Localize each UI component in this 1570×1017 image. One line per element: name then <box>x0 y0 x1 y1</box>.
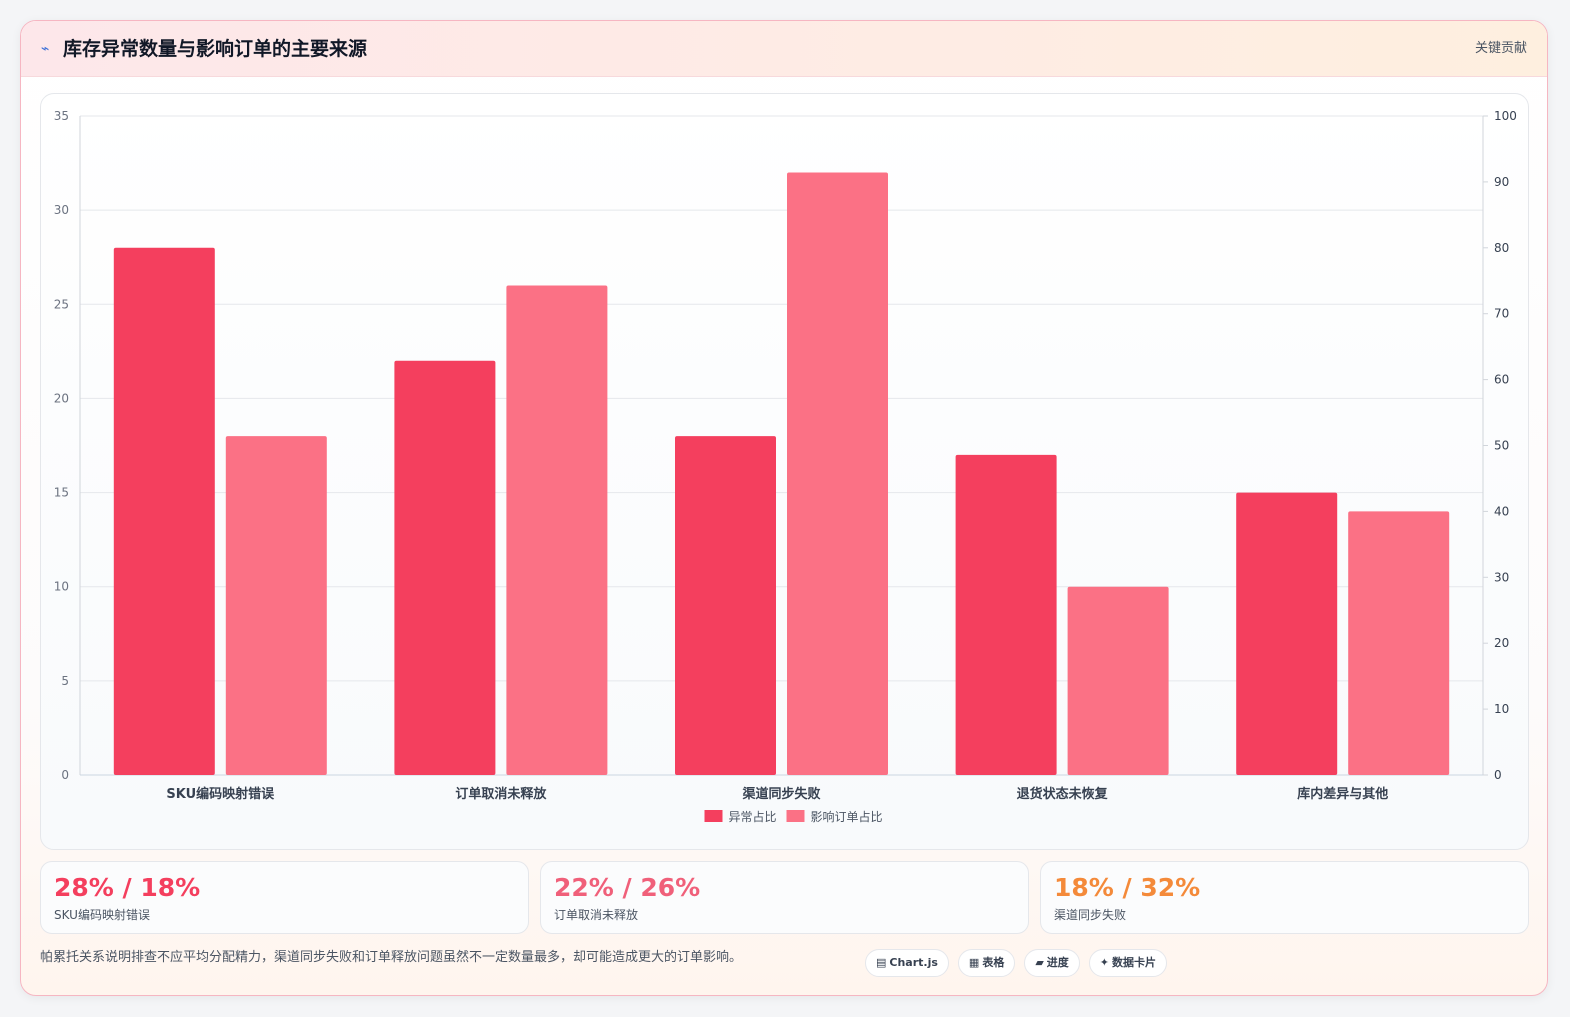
x-tick-label: 退货状态未恢复 <box>1017 786 1109 802</box>
pulse-icon: ⌁ <box>41 41 50 57</box>
legend-label: 异常占比 <box>729 809 777 824</box>
y-right-tick-label: 90 <box>1494 175 1509 189</box>
y-right-tick-label: 10 <box>1494 702 1509 716</box>
y-left-tick-label: 25 <box>54 297 69 311</box>
footnote: 帕累托关系说明排查不应平均分配精力，渠道同步失败和订单释放问题虽然不一定数量最多… <box>40 950 743 965</box>
bar <box>113 247 215 776</box>
chart-panel: ⌁ 库存异常数量与影响订单的主要来源 关键贡献 0 5 10 15 20 25 30 35 0 1… <box>20 20 1548 996</box>
y-left-tick-label: 10 <box>54 580 69 594</box>
stat-card-3: 18% / 32% 渠道同步失败 <box>1040 861 1529 934</box>
y-left-tick-label: 20 <box>54 391 69 405</box>
x-tick-label: 渠道同步失败 <box>741 786 820 802</box>
x-tick-label: 库内差异与其他 <box>1297 786 1388 802</box>
x-tick-label: SKU编码映射错误 <box>166 786 275 802</box>
header-right-label: 关键贡献 <box>1474 41 1527 56</box>
tag-table[interactable]: ▦ 表格 <box>957 949 1016 977</box>
bar <box>394 360 496 775</box>
tag-progress[interactable]: ▰ 进度 <box>1024 949 1080 977</box>
y-right-tick-label: 50 <box>1494 439 1509 453</box>
tag-label: Chart.js <box>889 956 938 969</box>
y-left-tick-label: 15 <box>54 486 69 500</box>
y-right-tick-label: 70 <box>1494 307 1509 321</box>
chart-card: 0 5 10 15 20 25 30 35 0 10 20 30 40 50 60 70 80 90 100 SKU编… <box>40 93 1529 850</box>
stat-value: 22% / 26% <box>554 873 701 902</box>
stat-card-2: 22% / 26% 订单取消未释放 <box>540 861 1029 934</box>
table-icon: ▦ <box>968 956 980 969</box>
x-tick-label: 订单取消未释放 <box>455 786 547 802</box>
chart-icon: ▤ <box>876 956 887 969</box>
bar <box>675 436 776 775</box>
tag-label: 进度 <box>1046 956 1069 969</box>
bar <box>955 454 1057 775</box>
legend-label: 影响订单占比 <box>811 809 883 824</box>
bar <box>1067 586 1169 775</box>
bar <box>1348 511 1450 775</box>
legend-swatch <box>786 810 805 822</box>
sparkle-icon: ✦ <box>1099 956 1110 969</box>
y-right-tick-label: 20 <box>1494 636 1509 650</box>
stat-value: 18% / 32% <box>1054 873 1201 902</box>
bar <box>506 285 608 775</box>
tag-data-card[interactable]: ✦ 数据卡片 <box>1088 949 1168 977</box>
y-left-tick-label: 30 <box>54 203 69 217</box>
tag-label: 表格 <box>982 956 1005 969</box>
y-right-tick-label: 0 <box>1494 768 1502 782</box>
y-left-tick-label: 0 <box>61 768 69 782</box>
y-right-tick-label: 40 <box>1494 504 1509 518</box>
y-right-tick-label: 30 <box>1494 570 1509 584</box>
panel-title: 库存异常数量与影响订单的主要来源 <box>63 38 368 60</box>
bar <box>787 172 888 775</box>
stat-card-1: 28% / 18% SKU编码映射错误 <box>40 861 529 934</box>
tag-label: 数据卡片 <box>1112 956 1157 969</box>
panel-header: ⌁ 库存异常数量与影响订单的主要来源 关键贡献 <box>21 21 1547 77</box>
stat-label: SKU编码映射错误 <box>54 908 150 922</box>
tag-list: ▤ Chart.js ▦ 表格 ▰ 进度 ✦ 数据卡片 <box>865 949 1168 977</box>
legend-swatch <box>704 810 723 822</box>
y-right-tick-label: 60 <box>1494 373 1509 387</box>
bar <box>225 436 327 775</box>
stat-value: 28% / 18% <box>54 873 201 902</box>
stat-label: 订单取消未释放 <box>554 908 639 922</box>
progress-icon: ▰ <box>1035 956 1044 969</box>
y-right-tick-label: 100 <box>1494 109 1517 123</box>
bar-chart: 0 5 10 15 20 25 30 35 0 10 20 30 40 50 60 70 80 90 100 SKU编… <box>54 109 1517 824</box>
stat-label: 渠道同步失败 <box>1054 908 1127 922</box>
bar <box>1236 492 1338 775</box>
y-left-tick-label: 35 <box>54 109 69 123</box>
tag-chartjs[interactable]: ▤ Chart.js <box>865 949 949 977</box>
y-left-tick-label: 5 <box>61 674 69 688</box>
y-right-tick-label: 80 <box>1494 241 1509 255</box>
